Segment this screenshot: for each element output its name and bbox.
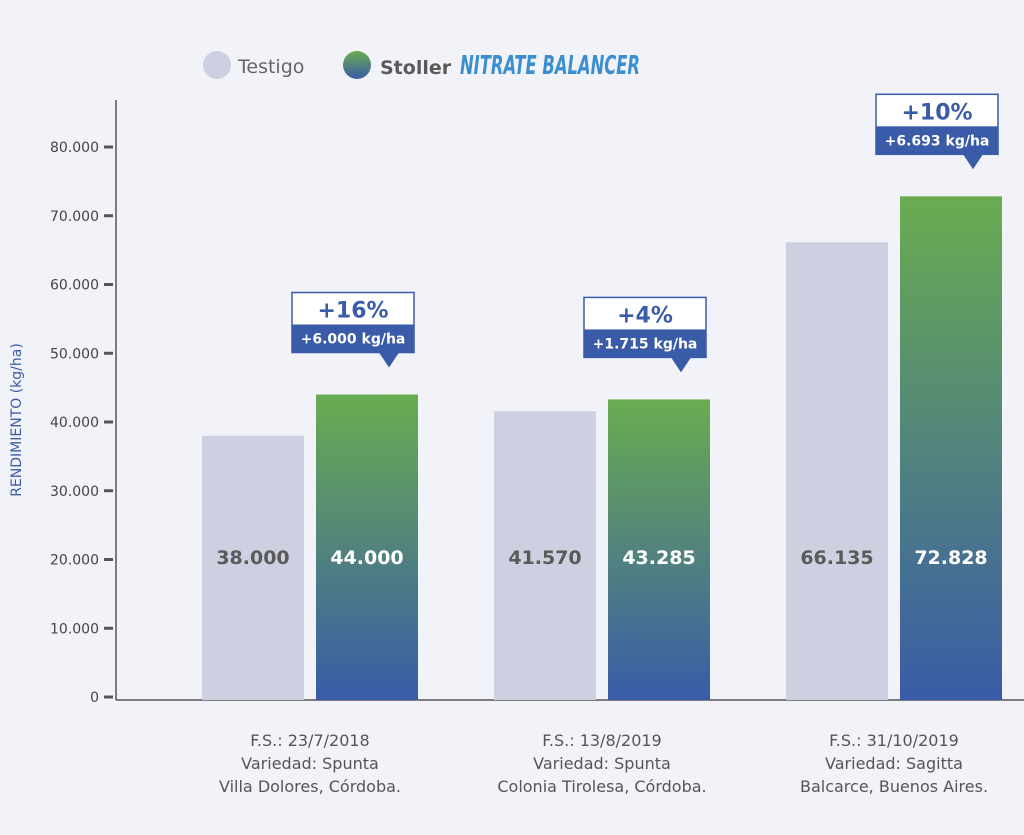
- y-tick-label: 0: [90, 690, 99, 706]
- bars: 38.000 41.570 66.135 44.000 43.285 72.828: [202, 196, 1002, 700]
- bar-stoller-2: [900, 196, 1002, 700]
- category-label-line: Variedad: Spunta: [533, 754, 671, 773]
- legend-testigo-label: Testigo: [237, 56, 304, 78]
- bar-stoller-0: [316, 394, 418, 700]
- category-label-line: Colonia Tirolesa, Córdoba.: [497, 777, 706, 796]
- annotation-callout-0: +16% +6.000 kg/ha: [291, 291, 415, 368]
- y-tick-label: 50.000: [50, 346, 99, 362]
- y-tick-label: 10.000: [50, 621, 99, 637]
- y-tick-label: 60.000: [50, 278, 99, 294]
- y-tick-label: 80.000: [50, 140, 99, 156]
- bar-value-label: 72.828: [914, 547, 987, 569]
- y-axis: 0 10.000 20.000 30.000 40.000 50.000 60.000 70.…: [50, 100, 1024, 706]
- bar-testigo-0: [202, 435, 304, 700]
- y-tick-label: 40.000: [50, 415, 99, 431]
- legend-stoller-label: Stoller: [380, 57, 452, 79]
- bar-value-label: 38.000: [216, 547, 289, 569]
- category-label-line: F.S.: 13/8/2019: [542, 731, 661, 750]
- legend-stoller-swatch: [343, 51, 371, 79]
- y-axis-label: RENDIMIENTO (kg/ha): [9, 343, 25, 497]
- bar-testigo-2: [786, 242, 888, 700]
- category-label-line: Variedad: Sagitta: [825, 754, 963, 773]
- category-label-line: F.S.: 23/7/2018: [250, 731, 369, 750]
- callout-amount: +6.000 kg/ha: [301, 332, 406, 348]
- legend-testigo-swatch: [203, 51, 231, 79]
- category-label-line: F.S.: 31/10/2019: [829, 731, 959, 750]
- category-label-line: Villa Dolores, Córdoba.: [219, 777, 401, 796]
- callout-pointer: [963, 154, 983, 170]
- callout-amount-band: [876, 126, 998, 155]
- annotations: +16% +6.000 kg/ha +4% +1.715 kg/ha +10% +6.69…: [291, 93, 999, 373]
- category-labels: F.S.: 23/7/2018 Variedad: Spunta Villa Dol…: [219, 731, 988, 796]
- annotation-callout-1: +4% +1.715 kg/ha: [583, 296, 707, 373]
- y-tick-label: 70.000: [50, 209, 99, 225]
- callout-percent: +4%: [617, 303, 673, 328]
- callout-pointer: [671, 357, 691, 373]
- y-tick-label: 30.000: [50, 484, 99, 500]
- category-label-line: Balcarce, Buenos Aires.: [800, 777, 988, 796]
- callout-amount: +6.693 kg/ha: [885, 133, 990, 149]
- legend-product-logo: NITRATE BALANCER: [460, 51, 640, 81]
- bar-value-label: 44.000: [330, 547, 403, 569]
- callout-amount: +1.715 kg/ha: [593, 336, 698, 352]
- callout-amount-band: [292, 324, 414, 353]
- callout-percent: +16%: [317, 299, 388, 324]
- callout-amount-band: [584, 329, 706, 358]
- bar-value-label: 41.570: [508, 547, 581, 569]
- bar-value-label: 66.135: [800, 547, 873, 569]
- annotation-callout-2: +10% +6.693 kg/ha: [875, 93, 999, 170]
- legend: Testigo Stoller NITRATE BALANCER: [203, 51, 640, 81]
- bar-value-label: 43.285: [622, 547, 695, 569]
- callout-percent: +10%: [901, 100, 972, 125]
- category-label-line: Variedad: Spunta: [241, 754, 379, 773]
- callout-pointer: [379, 352, 399, 368]
- bar-testigo-1: [494, 411, 596, 700]
- y-tick-label: 20.000: [50, 553, 99, 569]
- bar-stoller-1: [608, 399, 710, 700]
